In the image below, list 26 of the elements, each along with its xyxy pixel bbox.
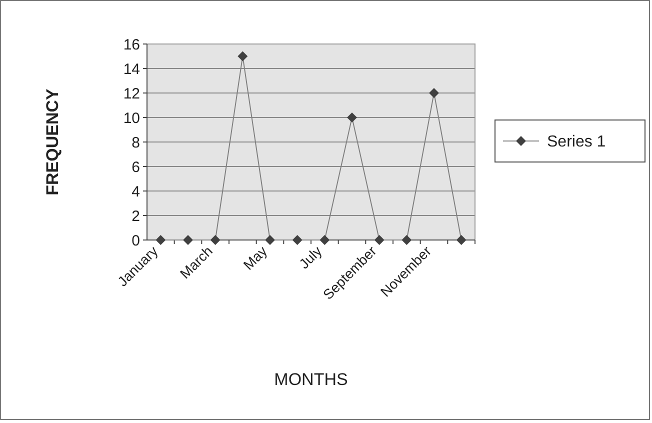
y-tick-label: 2 (132, 208, 140, 225)
point (183, 235, 193, 245)
y-tick-label: 0 (132, 232, 140, 250)
y-axis-title: FREQUENCY (43, 88, 62, 196)
legend-label: Series 1 (547, 134, 606, 151)
point (210, 235, 220, 245)
point (456, 235, 466, 245)
point (347, 112, 357, 122)
y-tick-label: 6 (132, 158, 140, 176)
y-tick-label: 10 (123, 110, 140, 127)
x-axis-title: MONTHS (274, 370, 348, 389)
point (292, 235, 302, 245)
y-tick-label: 12 (123, 85, 140, 102)
y-tick-label: 14 (123, 60, 140, 78)
point (265, 235, 275, 245)
y-tick-label: 16 (123, 36, 140, 54)
point (402, 235, 412, 245)
y-tick-label: 4 (132, 183, 140, 200)
point (320, 235, 330, 245)
point (238, 51, 248, 62)
point (156, 235, 166, 245)
point (374, 235, 384, 245)
y-tick-label: 8 (132, 134, 140, 152)
x-tick-label: July (296, 242, 325, 272)
x-tick-label: May (240, 242, 270, 273)
point (429, 88, 439, 98)
